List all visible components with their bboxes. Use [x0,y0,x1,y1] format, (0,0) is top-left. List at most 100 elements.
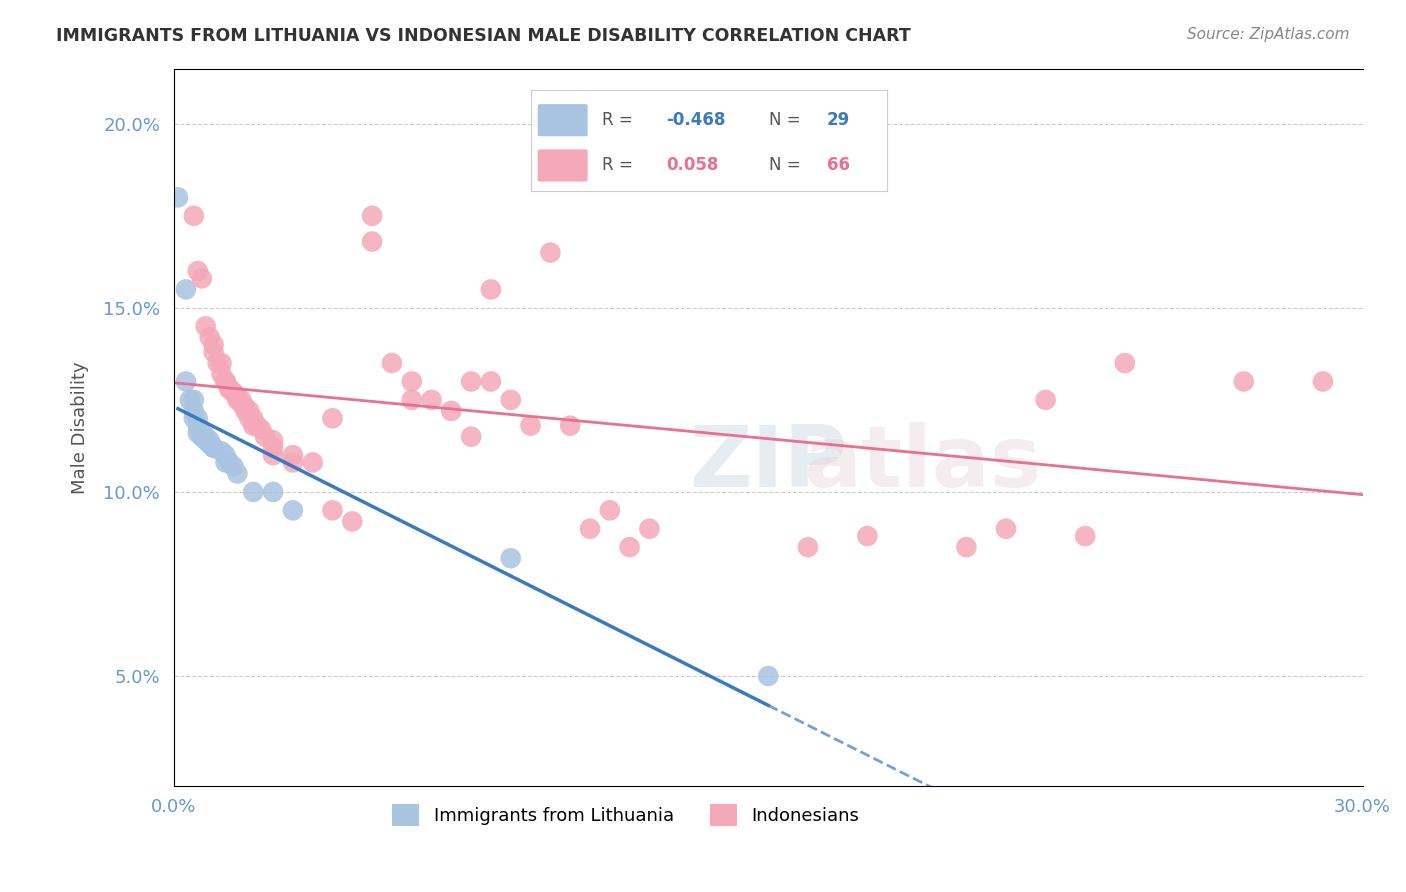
Point [183,392,205,407]
Point [222,459,245,474]
Point [262,441,284,455]
Point [619,540,641,554]
Point [401,392,423,407]
Point [538,245,561,260]
Point [638,522,661,536]
Point [1074,529,1097,543]
Point [187,411,209,425]
Point [1114,356,1136,370]
Legend: Immigrants from Lithuania, Indonesians: Immigrants from Lithuania, Indonesians [382,795,869,835]
Y-axis label: Male Disability: Male Disability [72,361,89,494]
Point [190,425,212,440]
Point [797,540,820,554]
Point [207,356,229,370]
Point [242,411,264,425]
Point [756,669,779,683]
Point [479,282,502,296]
Point [202,441,225,455]
Point [198,437,221,451]
Point [955,540,977,554]
Point [187,264,209,278]
Point [254,430,277,444]
Point [233,404,256,418]
Point [183,404,205,418]
Point [499,551,522,566]
Point [1312,375,1334,389]
Point [281,503,304,517]
Point [194,319,217,334]
Point [214,448,236,462]
Point [342,515,364,529]
Point [242,418,264,433]
Point [214,455,236,469]
Point [262,434,284,448]
Point [214,375,236,389]
Point [194,434,217,448]
Point [519,418,541,433]
Point [202,345,225,359]
Point [1035,392,1057,407]
Point [401,375,423,389]
Point [242,484,264,499]
Point [198,434,221,448]
Point [211,367,233,381]
Point [202,337,225,351]
Point [238,404,260,418]
Point [222,385,245,400]
Point [321,503,343,517]
Point [167,190,190,204]
Text: ZIP: ZIP [689,422,848,505]
Point [218,382,240,396]
Point [579,522,602,536]
Point [995,522,1018,536]
Point [190,271,212,285]
Point [479,375,502,389]
Point [179,392,201,407]
Point [281,455,304,469]
Point [361,209,384,223]
Point [250,422,273,436]
Point [499,392,522,407]
Point [222,385,245,400]
Point [174,375,197,389]
Point [211,356,233,370]
Point [262,448,284,462]
Point [198,330,221,344]
Point [194,430,217,444]
Text: Source: ZipAtlas.com: Source: ZipAtlas.com [1187,27,1350,42]
Point [233,401,256,415]
Point [1233,375,1256,389]
Point [174,282,197,296]
Point [460,375,482,389]
Point [321,411,343,425]
Point [218,455,240,469]
Point [231,392,253,407]
Point [226,389,249,403]
Point [262,484,284,499]
Point [856,529,879,543]
Point [420,392,443,407]
Point [599,503,621,517]
Point [211,444,233,458]
Point [218,382,240,396]
Point [301,455,323,469]
Point [440,404,463,418]
Point [214,375,236,389]
Point [361,235,384,249]
Point [187,425,209,440]
Point [238,411,260,425]
Point [202,441,225,455]
Point [381,356,404,370]
Text: atlas: atlas [804,422,1042,505]
Point [190,430,212,444]
Point [226,392,249,407]
Point [281,448,304,462]
Point [231,396,253,410]
Point [183,209,205,223]
Text: IMMIGRANTS FROM LITHUANIA VS INDONESIAN MALE DISABILITY CORRELATION CHART: IMMIGRANTS FROM LITHUANIA VS INDONESIAN … [56,27,911,45]
Point [187,418,209,433]
Point [460,430,482,444]
Point [560,418,582,433]
Point [183,411,205,425]
Point [246,418,269,433]
